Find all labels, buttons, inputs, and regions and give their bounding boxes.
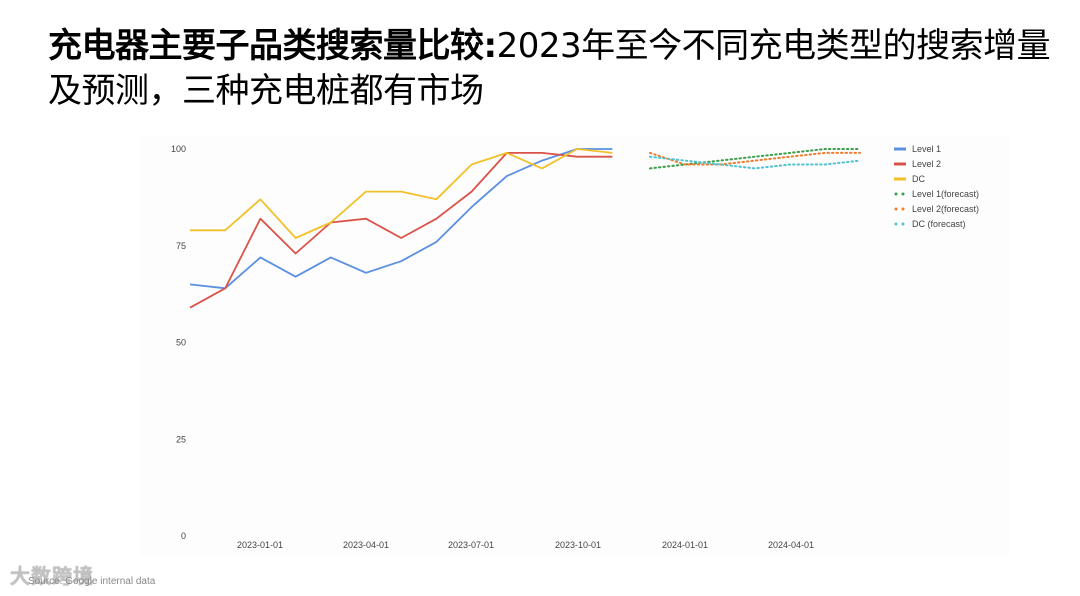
x-tick-label: 2024-01-01 bbox=[662, 540, 708, 550]
legend-item: DC (forecast) bbox=[894, 219, 966, 229]
legend-swatch bbox=[894, 192, 898, 196]
series-lines bbox=[189, 148, 861, 309]
title-normal: 2023年至今不同充电类型的搜索增量及预测，三种充电桩都有市场 bbox=[48, 26, 1051, 111]
legend-swatch bbox=[894, 207, 898, 211]
legend-item: Level 2(forecast) bbox=[894, 204, 979, 214]
legend-label: DC bbox=[912, 174, 925, 184]
series-line-dc-forecast- bbox=[649, 155, 861, 170]
x-tick-label: 2023-10-01 bbox=[555, 540, 601, 550]
y-tick-label: 0 bbox=[181, 531, 186, 541]
legend-swatch bbox=[901, 222, 905, 226]
legend-swatch bbox=[901, 192, 905, 196]
legend-swatch bbox=[894, 222, 898, 226]
x-tick-label: 2024-04-01 bbox=[768, 540, 814, 550]
series-line-level-2-forecast- bbox=[649, 151, 861, 166]
legend-label: Level 1 bbox=[912, 144, 941, 154]
legend-label: DC (forecast) bbox=[912, 219, 966, 229]
legend-label: Level 2(forecast) bbox=[912, 204, 979, 214]
series-line-level-2 bbox=[189, 151, 613, 309]
title-bold: 充电器主要子品类搜索量比较: bbox=[48, 26, 497, 66]
source-note: Source: Google internal data bbox=[28, 576, 156, 587]
legend-item: Level 1 bbox=[894, 144, 941, 154]
legend-label: Level 1(forecast) bbox=[912, 189, 979, 199]
x-axis: 2023-01-01 2023-04-01 2023-07-01 2023-10-01… bbox=[237, 540, 814, 550]
y-tick-label: 75 bbox=[176, 241, 186, 251]
page-title: 充电器主要子品类搜索量比较:2023年至今不同充电类型的搜索增量及预测，三种充电… bbox=[48, 24, 1078, 114]
y-tick-label: 100 bbox=[171, 144, 186, 154]
legend-item: DC bbox=[894, 174, 925, 184]
plot-area bbox=[140, 135, 1010, 555]
legend: Level 1 Level 2 DC Level 1(forecast) Level 2… bbox=[894, 144, 979, 229]
series-line-dc bbox=[190, 148, 613, 239]
y-tick-label: 50 bbox=[176, 338, 186, 348]
legend-swatch bbox=[901, 207, 905, 211]
y-axis: 0 25 50 75 100 bbox=[171, 144, 186, 541]
legend-label: Level 2 bbox=[912, 159, 941, 169]
legend-item: Level 1(forecast) bbox=[894, 189, 979, 199]
x-tick-label: 2023-04-01 bbox=[343, 540, 389, 550]
series-line-level-1 bbox=[189, 148, 613, 290]
x-tick-label: 2023-01-01 bbox=[237, 540, 283, 550]
watermark-logo: 大数跨境 bbox=[10, 564, 94, 588]
x-tick-label: 2023-07-01 bbox=[448, 540, 494, 550]
y-tick-label: 25 bbox=[176, 434, 186, 444]
legend-item: Level 2 bbox=[894, 159, 941, 169]
